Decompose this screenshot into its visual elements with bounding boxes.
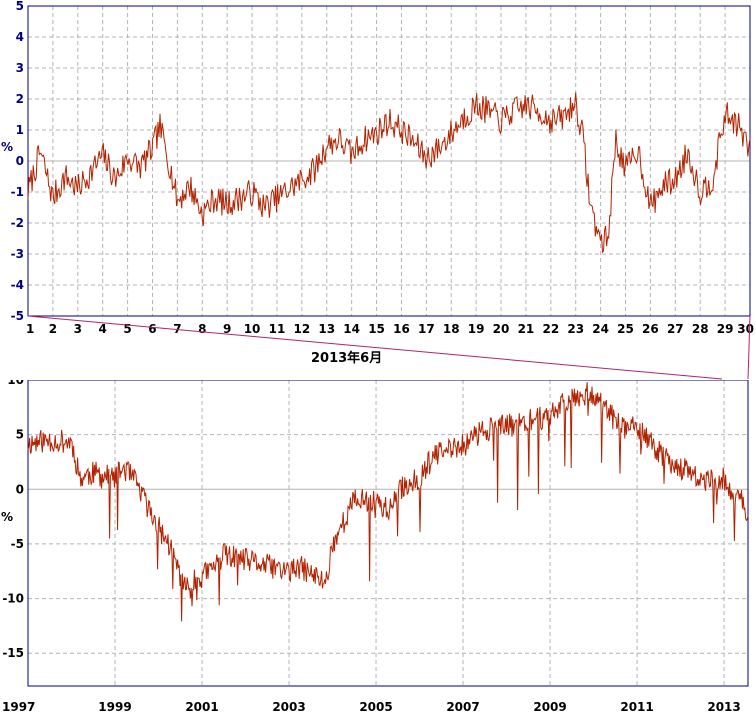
x-tick-label: 16 [393, 322, 410, 336]
top-y-axis-label: % [1, 140, 13, 154]
y-tick-label: 2 [16, 92, 24, 106]
x-tick-label: 7 [173, 322, 181, 336]
top-series-line [27, 92, 751, 254]
y-tick-label: 4 [16, 30, 24, 44]
x-tick-label: 24 [592, 322, 609, 336]
y-tick-label: -5 [11, 537, 24, 551]
x-tick-label: 1999 [98, 700, 131, 714]
y-tick-label: -15 [2, 646, 24, 660]
x-tick-label: 1 [26, 322, 34, 336]
y-tick-label: -1 [11, 185, 24, 199]
y-tick-label: 1 [16, 123, 24, 137]
bottom-series-line [27, 382, 749, 622]
x-tick-label: 5 [123, 322, 131, 336]
y-tick-label: 10 [7, 380, 24, 387]
y-tick-label: -2 [11, 216, 24, 230]
x-tick-label: 8 [198, 322, 206, 336]
zoom-caption: 2013年6月 [311, 351, 383, 366]
x-tick-label: 2009 [533, 700, 566, 714]
y-tick-label: 3 [16, 61, 24, 75]
x-tick-label: 14 [343, 322, 360, 336]
top-grid [28, 6, 750, 316]
x-tick-label: 18 [443, 322, 460, 336]
x-tick-label: 2011 [620, 700, 653, 714]
y-tick-label: -10 [2, 592, 24, 606]
x-tick-label: 2001 [185, 700, 218, 714]
bottom-chart-long-term: -15 -10 -5 0 5 10 1997 1999 2001 2003 2005 2007 200… [1, 380, 749, 714]
x-tick-label: 2013 [707, 700, 740, 714]
x-tick-label: 28 [692, 322, 709, 336]
top-x-tick-labels: 1 2 3 4 5 6 7 8 9 10 11 12 13 14 15 16 17 18 19 20 21 22 23 24 2… [26, 322, 754, 336]
x-tick-label: 9 [223, 322, 231, 336]
top-y-tick-labels: -5 -4 -3 -2 -1 0 1 2 3 4 5 [11, 0, 24, 323]
x-tick-label: 23 [567, 322, 584, 336]
x-tick-label: 26 [642, 322, 659, 336]
bottom-y-tick-labels: -15 -10 -5 0 5 10 [2, 380, 24, 660]
x-tick-label: 25 [617, 322, 634, 336]
x-tick-label: 11 [269, 322, 286, 336]
x-tick-label: 27 [667, 322, 684, 336]
y-tick-label: 0 [16, 154, 24, 168]
x-tick-label: 3 [74, 322, 82, 336]
x-tick-label: 22 [542, 322, 559, 336]
x-tick-label: 10 [244, 322, 261, 336]
y-tick-label: 5 [16, 0, 24, 13]
y-tick-label: 0 [16, 482, 24, 496]
bottom-x-tick-labels: 1997 1999 2001 2003 2005 2007 2009 2011 2013 [2, 700, 741, 714]
x-tick-label: 13 [318, 322, 335, 336]
x-tick-label: 2 [49, 322, 57, 336]
x-tick-label: 20 [493, 322, 510, 336]
bottom-plot-frame [27, 380, 749, 687]
y-tick-label: -5 [11, 309, 24, 323]
y-tick-label: -4 [11, 278, 24, 292]
x-tick-label: 21 [518, 322, 535, 336]
bottom-y-axis-label: % [1, 510, 13, 524]
x-tick-label: 2003 [272, 700, 305, 714]
x-tick-label: 30 [737, 322, 754, 336]
x-tick-label: 19 [468, 322, 485, 336]
y-tick-label: 5 [16, 428, 24, 442]
x-tick-label: 2007 [446, 700, 479, 714]
x-tick-label: 12 [294, 322, 311, 336]
x-tick-label: 29 [717, 322, 734, 336]
x-tick-label: 4 [99, 322, 107, 336]
x-tick-label: 15 [368, 322, 385, 336]
y-tick-label: -3 [11, 247, 24, 261]
x-tick-label: 2005 [359, 700, 392, 714]
x-tick-label: 17 [418, 322, 435, 336]
x-tick-label: 1997 [2, 700, 35, 714]
x-tick-label: 6 [148, 322, 156, 336]
